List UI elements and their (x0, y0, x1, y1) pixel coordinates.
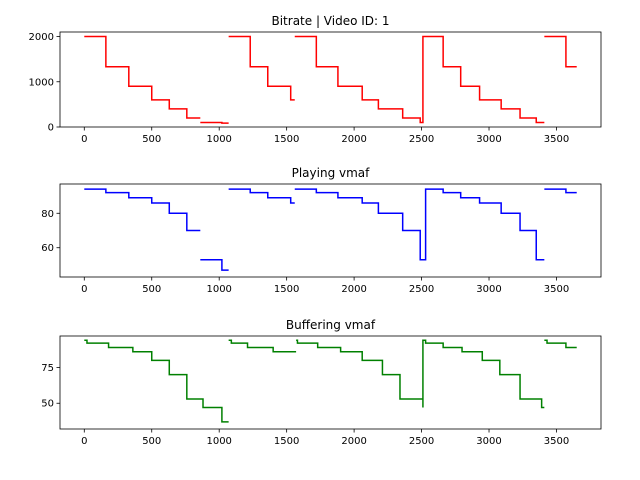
x-tick-label: 3500 (544, 134, 569, 145)
series-line-segment (200, 259, 229, 271)
x-tick-label: 3500 (544, 436, 569, 447)
data-series (84, 188, 577, 271)
series-line-segment (84, 35, 201, 119)
playing-vmaf-subplot: Playing vmaf 0 500 1000 1500 2000 2500 3000 3500… (41, 166, 602, 295)
x-tick-label: 0 (81, 134, 87, 145)
x-tick-label: 0 (81, 284, 87, 295)
x-tick-label: 2000 (341, 134, 366, 145)
x-tick-label: 2500 (409, 436, 434, 447)
series-line-segment (228, 339, 297, 353)
y-tick-label: 75 (41, 363, 54, 374)
x-tick-label: 1500 (274, 436, 299, 447)
x-tick-label: 3500 (544, 284, 569, 295)
bitrate-subplot: Bitrate | Video ID: 1 0 500 1000 1500 2000 250… (29, 14, 602, 145)
y-tick-label: 1000 (29, 77, 54, 88)
chart-title: Bitrate | Video ID: 1 (271, 14, 389, 28)
x-tick-label: 1500 (274, 284, 299, 295)
series-line-segment (200, 121, 229, 124)
axes-frame (59, 335, 602, 430)
series-line-segment (296, 339, 545, 409)
series-line-segment (294, 188, 545, 261)
x-tick-label: 3000 (476, 436, 501, 447)
axes-frame (59, 31, 602, 128)
x-tick-label: 0 (81, 436, 87, 447)
axes-frame (59, 183, 602, 278)
x-tick-label: 3000 (476, 134, 501, 145)
y-tick-label: 2000 (29, 32, 54, 43)
x-tick-label: 1500 (274, 134, 299, 145)
x-tick-label: 1000 (206, 134, 231, 145)
x-tick-label: 1000 (206, 284, 231, 295)
y-tick-label: 0 (48, 123, 54, 134)
subplots-container: Bitrate | Video ID: 10 500 1000 1500 2000 250… (29, 14, 602, 447)
series-line-segment (228, 188, 295, 204)
buffering-vmaf-subplot: Buffering vmaf 0 500 1000 1500 2000 2500 3000 35… (41, 318, 602, 447)
series-line-segment (84, 188, 201, 232)
series-line-segment (84, 339, 229, 423)
y-tick-label: 60 (41, 243, 54, 254)
chart-title: Buffering vmaf (286, 318, 376, 332)
x-tick-label: 3000 (476, 284, 501, 295)
series-line-segment (544, 188, 577, 194)
data-series (84, 339, 577, 423)
x-tick-label: 2000 (341, 284, 366, 295)
x-tick-label: 500 (142, 436, 161, 447)
data-series (84, 35, 577, 124)
x-tick-label: 2500 (409, 284, 434, 295)
series-line-segment (544, 339, 577, 349)
series-line-segment (544, 35, 577, 68)
x-tick-label: 500 (142, 134, 161, 145)
series-line-segment (294, 35, 545, 124)
series-line-segment (228, 35, 295, 101)
x-tick-label: 1000 (206, 436, 231, 447)
x-tick-label: 2500 (409, 134, 434, 145)
x-tick-label: 2000 (341, 436, 366, 447)
y-tick-label: 80 (41, 209, 54, 220)
y-tick-label: 50 (41, 399, 54, 410)
x-tick-label: 500 (142, 284, 161, 295)
chart-title: Playing vmaf (292, 166, 371, 180)
